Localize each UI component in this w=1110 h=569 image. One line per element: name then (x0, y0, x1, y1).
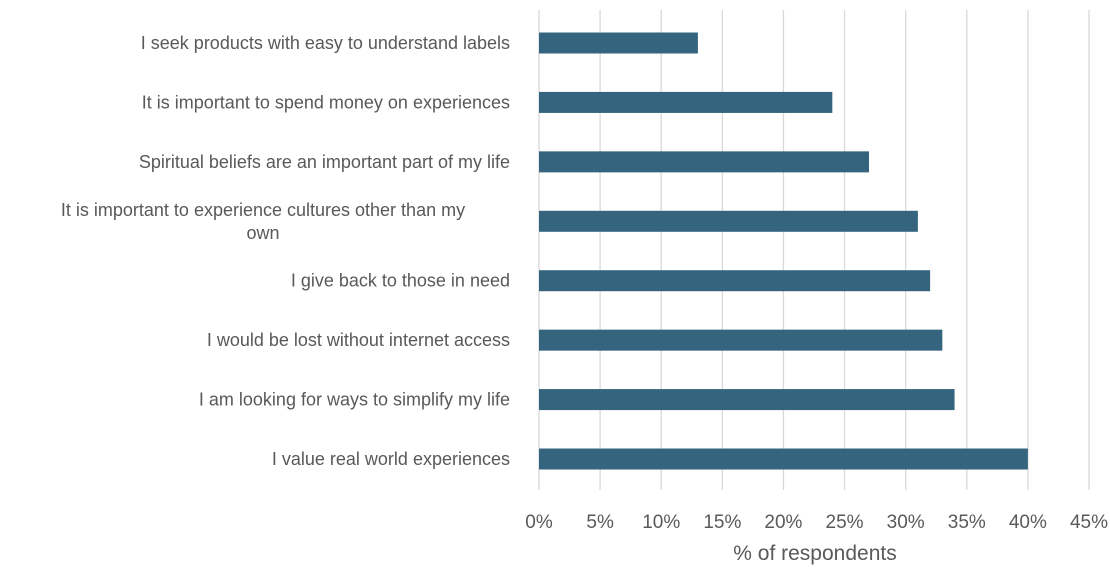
x-tick-label: 10% (642, 512, 680, 533)
bar (539, 32, 698, 54)
x-tick-labels: 0% 5% 10% 15% 20% 25% 30% 35% 40% 45% (525, 512, 1108, 533)
x-tick-label: 40% (1009, 512, 1047, 533)
category-label: I am looking for ways to simplify my lif… (199, 390, 510, 410)
x-tick-label: 45% (1070, 512, 1108, 533)
category-label: I seek products with easy to understand … (141, 33, 510, 53)
x-tick-label: 15% (703, 512, 741, 533)
bar (539, 210, 918, 232)
bar (539, 329, 943, 351)
bar (539, 91, 833, 113)
bar (539, 151, 869, 173)
bar (539, 389, 955, 411)
category-label: I give back to those in need (291, 271, 510, 291)
x-tick-label: 5% (586, 512, 614, 533)
category-label: I would be lost without internet access (207, 330, 510, 350)
category-label: It is important to experience cultures o… (61, 200, 465, 243)
category-label: It is important to spend money on experi… (142, 92, 510, 112)
gridlines (538, 10, 1090, 490)
x-tick-label: 0% (525, 512, 553, 533)
category-label: Spiritual beliefs are an important part … (139, 152, 510, 172)
x-tick-label: 30% (887, 512, 925, 533)
bars (539, 32, 1028, 470)
category-labels: I seek products with easy to understand … (61, 33, 510, 469)
x-tick-label: 20% (764, 512, 802, 533)
bar (539, 448, 1028, 470)
category-label: I value real world experiences (272, 449, 510, 469)
bar (539, 270, 931, 292)
x-tick-label: 25% (826, 512, 864, 533)
x-axis-title: % of respondents (733, 542, 896, 565)
x-tick-label: 35% (948, 512, 986, 533)
